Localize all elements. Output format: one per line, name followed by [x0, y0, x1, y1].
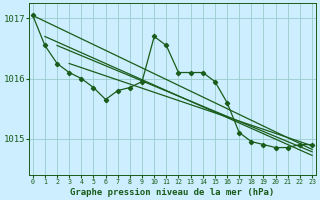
X-axis label: Graphe pression niveau de la mer (hPa): Graphe pression niveau de la mer (hPa)	[70, 188, 275, 197]
